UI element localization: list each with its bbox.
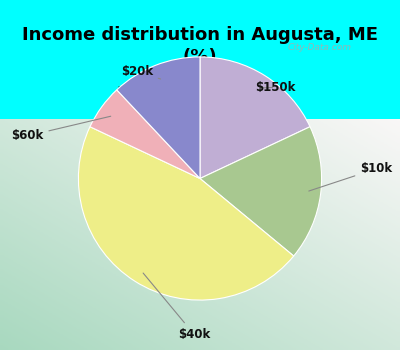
- Wedge shape: [117, 57, 200, 178]
- Text: $40k: $40k: [143, 273, 210, 341]
- Text: $10k: $10k: [309, 162, 392, 191]
- Text: City-Data.com: City-Data.com: [288, 43, 352, 52]
- Wedge shape: [200, 57, 310, 178]
- Wedge shape: [200, 127, 322, 256]
- Text: $60k: $60k: [11, 116, 111, 142]
- Text: $20k: $20k: [121, 65, 161, 79]
- Text: $150k: $150k: [255, 81, 296, 94]
- Text: Income distribution in Augusta, ME
(%): Income distribution in Augusta, ME (%): [22, 26, 378, 66]
- Wedge shape: [78, 127, 294, 300]
- Wedge shape: [90, 90, 200, 178]
- Text: Multirace residents: Multirace residents: [117, 86, 283, 101]
